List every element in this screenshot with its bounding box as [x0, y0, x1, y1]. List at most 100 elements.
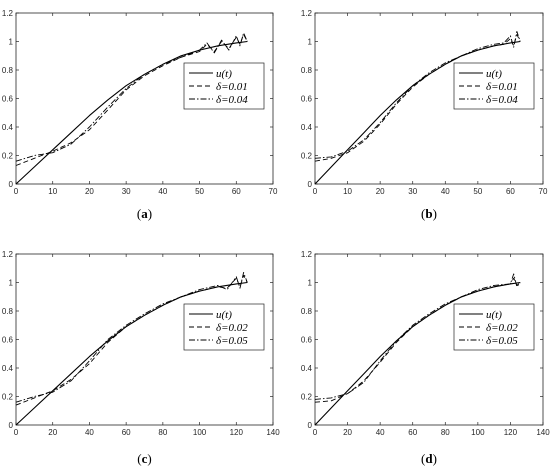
x-tick-label: 40 [158, 187, 167, 196]
x-tick-label: 50 [473, 187, 482, 196]
legend-entry: u(t) [486, 68, 502, 80]
legend-entry: δ=0.02 [486, 322, 518, 334]
x-tick-label: 20 [85, 187, 94, 196]
x-tick-label: 60 [122, 428, 131, 437]
legend-entry: δ=0.02 [216, 322, 248, 334]
x-tick-label: 50 [195, 187, 204, 196]
y-tick-label: 0.6 [301, 336, 313, 345]
x-tick-label: 140 [536, 428, 550, 437]
chart-panel: 0 20 40 60 80 100 120 14000.20.40.60.811.2u(t)δ… [301, 250, 550, 466]
series-line-dashed [314, 277, 521, 403]
panel-caption: (b) [421, 206, 437, 221]
x-tick-label: 30 [408, 187, 417, 196]
y-tick-label: 1 [9, 279, 14, 288]
y-tick-label: 0.8 [2, 307, 14, 316]
y-tick-label: 0.4 [2, 364, 14, 373]
caption-close: ) [148, 206, 152, 221]
caption-close: ) [433, 206, 437, 221]
x-tick-label: 60 [408, 428, 417, 437]
y-tick-label: 1 [308, 38, 313, 47]
legend-box [183, 303, 265, 351]
caption-close: ) [147, 451, 151, 466]
x-tick-label: 0 [14, 428, 19, 437]
caption-open: ( [137, 206, 141, 221]
y-tick-label: 0.8 [301, 307, 313, 316]
panel-caption: (c) [137, 451, 151, 466]
chart-panel: 0 10 20 30 40 50 60 7000.20.40.60.811.2u(t)δ=0.… [301, 9, 548, 221]
caption-letter: d [425, 451, 433, 466]
x-tick-label: 70 [539, 187, 548, 196]
x-tick-label: 0 [313, 187, 318, 196]
panel-caption: (d) [421, 451, 437, 466]
legend: u(t)δ=0.02δ=0.05 [453, 303, 535, 351]
legend: u(t)δ=0.01δ=0.04 [453, 62, 535, 110]
caption-close: ) [433, 451, 437, 466]
caption-open: ( [137, 451, 141, 466]
x-tick-label: 0 [313, 428, 318, 437]
x-tick-label: 40 [376, 428, 385, 437]
legend-entry: u(t) [216, 309, 232, 321]
x-tick-label: 20 [376, 187, 385, 196]
series-line-solid [15, 40, 248, 185]
y-tick-label: 0.6 [2, 336, 14, 345]
y-tick-label: 0.2 [2, 152, 14, 161]
caption-letter: b [425, 206, 432, 221]
y-tick-label: 1 [9, 38, 14, 47]
x-tick-label: 0 [14, 187, 19, 196]
x-tick-label: 20 [48, 428, 57, 437]
y-tick-label: 0 [308, 421, 313, 430]
y-tick-label: 0.2 [2, 393, 14, 402]
y-tick-label: 1.2 [301, 9, 313, 18]
x-tick-label: 10 [343, 187, 352, 196]
legend-entry: δ=0.04 [216, 94, 248, 106]
series-line-dashdot [15, 272, 248, 403]
y-tick-label: 1 [308, 279, 313, 288]
y-tick-label: 0.4 [301, 364, 313, 373]
chart-panel: 0 20 40 60 80 100 120 14000.20.40.60.811.2u(t)δ… [2, 250, 280, 466]
caption-open: ( [421, 451, 425, 466]
chart-panel: 0 10 20 30 40 50 60 7000.20.40.60.811.2u(t)δ=0.… [2, 9, 278, 221]
y-tick-label: 0 [308, 180, 313, 189]
y-tick-label: 0.4 [301, 123, 313, 132]
y-tick-label: 1.2 [2, 9, 14, 18]
caption-letter: c [142, 451, 148, 466]
legend-entry: δ=0.01 [216, 81, 248, 93]
legend-entry: u(t) [216, 68, 232, 80]
x-tick-label: 100 [471, 428, 485, 437]
y-tick-label: 1.2 [2, 250, 14, 259]
x-tick-label: 10 [48, 187, 57, 196]
x-tick-label: 100 [193, 428, 207, 437]
legend-entry: δ=0.05 [486, 335, 518, 347]
caption-letter: a [141, 206, 148, 221]
legend-entry: δ=0.01 [486, 81, 518, 93]
y-tick-label: 0 [9, 180, 14, 189]
x-tick-label: 30 [122, 187, 131, 196]
legend-entry: δ=0.04 [486, 94, 518, 106]
series-line-dashdot [314, 273, 521, 400]
x-tick-label: 120 [230, 428, 244, 437]
x-tick-label: 20 [343, 428, 352, 437]
x-tick-label: 70 [269, 187, 278, 196]
legend: u(t)δ=0.02δ=0.05 [183, 303, 265, 351]
y-tick-label: 0.2 [301, 393, 313, 402]
legend-entry: δ=0.05 [216, 335, 248, 347]
legend-entry: u(t) [486, 309, 502, 321]
x-tick-label: 40 [441, 187, 450, 196]
y-tick-label: 0.6 [2, 95, 14, 104]
x-tick-label: 40 [85, 428, 94, 437]
legend: u(t)δ=0.01δ=0.04 [183, 62, 265, 110]
series-line-dashdot [15, 32, 248, 162]
panel-caption: (a) [137, 206, 152, 221]
y-tick-label: 0.8 [2, 66, 14, 75]
y-tick-label: 1.2 [301, 250, 313, 259]
x-tick-label: 60 [506, 187, 515, 196]
y-tick-label: 0.2 [301, 152, 313, 161]
caption-open: ( [421, 206, 425, 221]
y-tick-label: 0.4 [2, 123, 14, 132]
y-tick-label: 0.8 [301, 66, 313, 75]
x-tick-label: 120 [504, 428, 518, 437]
x-tick-label: 140 [266, 428, 280, 437]
y-tick-label: 0.6 [301, 95, 313, 104]
x-tick-label: 80 [441, 428, 450, 437]
